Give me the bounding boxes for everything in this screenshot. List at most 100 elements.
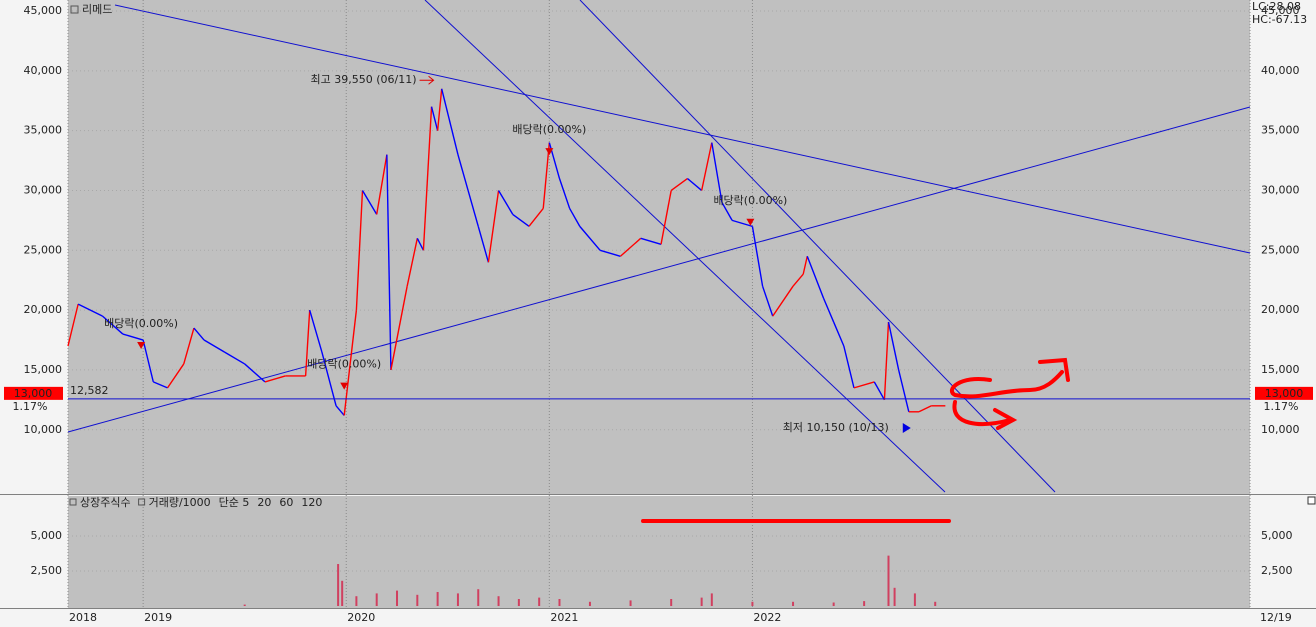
y-tick-label: 10,000 (24, 423, 63, 436)
price-segment (806, 256, 825, 299)
volume-bar (436, 592, 439, 606)
price-segment (761, 285, 774, 317)
x-tick-label: 2020 (347, 611, 375, 624)
volume-bar (832, 602, 835, 606)
x-tick-label: 2022 (753, 611, 781, 624)
legend-item: 단순 5 (219, 496, 250, 509)
price-segment (321, 351, 337, 407)
price-segment (122, 333, 144, 341)
price-segment (619, 237, 642, 257)
price-segment (887, 321, 900, 371)
price-segment (376, 154, 388, 215)
price-segment (193, 327, 205, 341)
price-segment (751, 226, 764, 287)
legend-item: 거래량/1000 (149, 496, 211, 509)
chart-title: 리메드 (82, 3, 112, 16)
price-segment (304, 310, 311, 376)
y-tick-label: 20,000 (24, 303, 63, 316)
price-segment (487, 190, 500, 263)
volume-bar (751, 601, 754, 606)
legend-icon (138, 498, 146, 506)
price-segment (883, 322, 890, 400)
low-arrow (902, 422, 911, 433)
price-segment (309, 309, 323, 353)
volume-bar (337, 564, 340, 606)
y-tick-label: 45,000 (24, 4, 63, 17)
price-segment (386, 154, 392, 370)
price-segment (897, 369, 910, 412)
price-segment (441, 88, 459, 155)
price-segment (390, 286, 408, 371)
y-tick-label-right: 45,000 (1261, 4, 1300, 17)
volume-bar (396, 590, 399, 606)
high-label: 최고 39,550 (06/11) (311, 73, 417, 86)
price-segment (224, 351, 246, 365)
y-tick-label-right: 30,000 (1261, 183, 1300, 196)
dividend-label: 배당락(0.00%) (713, 194, 787, 207)
price-segment (599, 249, 621, 257)
y-tick-label-right: 40,000 (1261, 64, 1300, 77)
price-segment (512, 213, 530, 227)
price-segment (569, 208, 581, 227)
price-segment (436, 88, 443, 131)
price-segment (77, 303, 103, 317)
price-segment (670, 177, 688, 192)
price-segment (422, 106, 433, 251)
trend-line (579, 0, 1056, 493)
y-tick-label: 15,000 (24, 363, 63, 376)
low-label: 최저 10,150 (10/13) (783, 421, 889, 434)
y-tick-label-right: 35,000 (1261, 124, 1300, 137)
price-segment (406, 238, 419, 287)
legend-icon (69, 498, 77, 506)
panel-close[interactable] (1307, 496, 1316, 505)
price-segment (153, 381, 168, 389)
y-tick-label-right: 10,000 (1261, 423, 1300, 436)
price-segment (822, 297, 835, 323)
volume-bar (517, 599, 520, 606)
y-tick-label-right: 2,500 (1261, 564, 1293, 577)
volume-bar (477, 589, 480, 606)
volume-panel (68, 496, 1250, 608)
price-segment (343, 310, 358, 416)
price-segment (166, 363, 185, 389)
last-change-label: 1.17% (13, 400, 48, 413)
y-tick-label-right: 20,000 (1261, 303, 1300, 316)
dividend-marker (545, 148, 554, 156)
dividend-label: 배당락(0.00%) (307, 358, 381, 371)
price-segment (731, 219, 753, 228)
price-segment (640, 237, 662, 245)
last-price-label: 13,000 (14, 387, 53, 400)
volume-bar (243, 604, 246, 606)
y-tick-label-right: 5,000 (1261, 529, 1293, 542)
price-segment (416, 238, 425, 251)
arrow-down-head (993, 408, 1018, 430)
volume-bar (863, 601, 866, 606)
trend-line (67, 106, 1251, 433)
y-tick-label-right: 15,000 (1261, 363, 1300, 376)
trend-line (114, 4, 1251, 254)
volume-bar (792, 601, 795, 606)
arrow-up (950, 370, 1064, 399)
price-segment (264, 375, 286, 383)
lc-label: LC:28.08 (1252, 0, 1301, 13)
volume-bar (710, 593, 713, 606)
volume-bar (629, 600, 632, 606)
price-segment (457, 154, 469, 191)
volume-bar (375, 593, 378, 606)
y-tick-label: 2,500 (31, 564, 63, 577)
price-segment (918, 405, 932, 413)
price-segment (528, 207, 544, 227)
trend-line (424, 0, 946, 493)
price-segment (853, 381, 875, 389)
last-price-box (1255, 386, 1313, 400)
volume-bar (558, 599, 561, 606)
volume-bar (355, 596, 358, 606)
legend-item: 20 (257, 496, 271, 509)
y-tick-label-right: 25,000 (1261, 243, 1300, 256)
title-icon (70, 5, 79, 14)
hand-drawing (641, 357, 1070, 523)
volume-bar (700, 597, 703, 606)
price-segment (497, 190, 514, 215)
